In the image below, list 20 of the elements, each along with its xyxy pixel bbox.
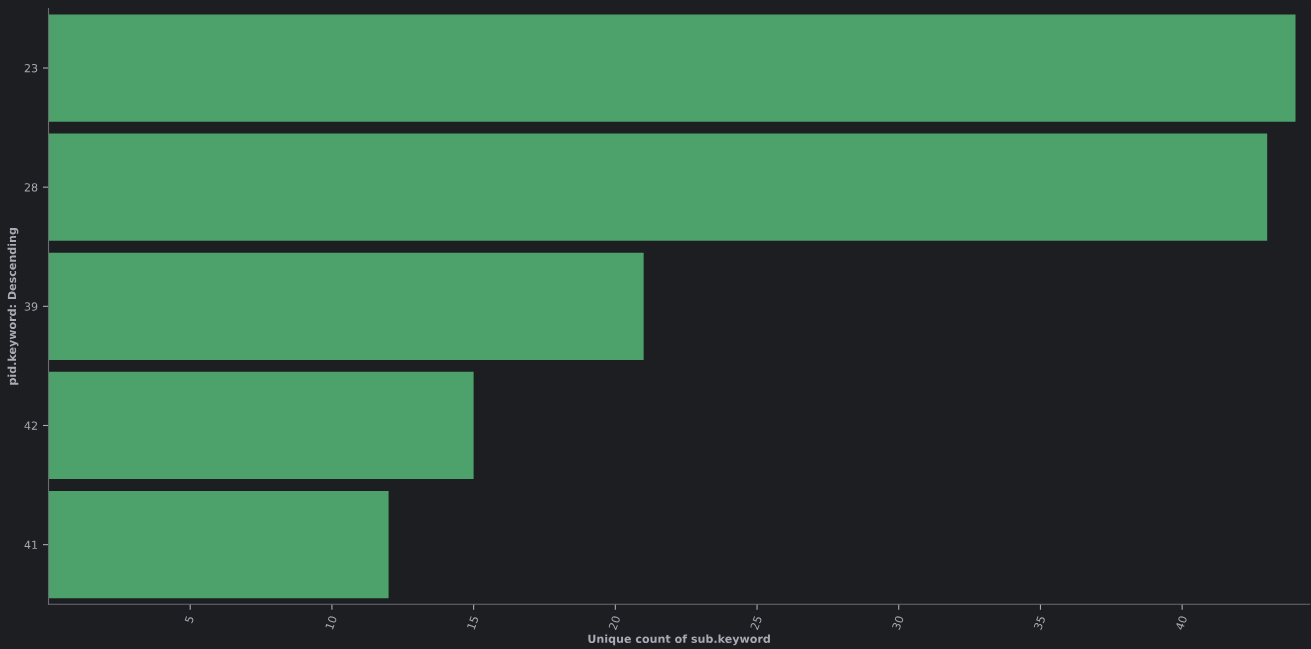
y-tick-label: 39: [24, 302, 38, 311]
y-axis-title: pid.keyword: Descending: [7, 228, 19, 385]
bar: [48, 491, 389, 599]
x-tick-label: 30: [891, 615, 904, 631]
y-tick-label: 28: [24, 183, 38, 192]
bar: [48, 371, 474, 480]
x-tick-label: 5: [184, 615, 195, 624]
x-tick-label: 40: [1175, 615, 1188, 631]
y-tick-label: 23: [24, 63, 38, 73]
x-tick-label: 25: [750, 615, 763, 631]
x-tick-label: 20: [608, 615, 621, 631]
x-tick-label: 10: [325, 615, 338, 630]
bar: [48, 14, 1296, 122]
y-tick-label: 41: [24, 540, 38, 549]
x-axis-title: Unique count of sub.keyword: [588, 634, 770, 646]
y-tick-label: 42: [24, 421, 37, 430]
x-tick-label: 15: [466, 615, 479, 630]
bar: [48, 133, 1268, 241]
x-tick-label: 35: [1033, 615, 1046, 631]
bar: [48, 252, 644, 360]
